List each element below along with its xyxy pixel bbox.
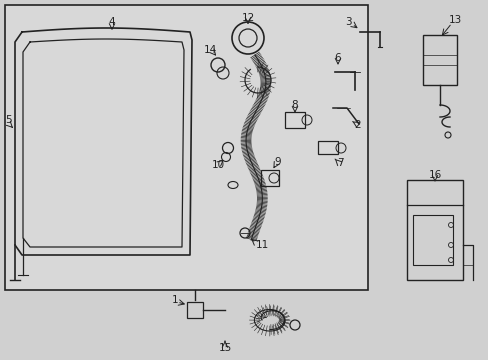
Text: 14: 14 (203, 45, 216, 55)
Text: 5: 5 (5, 115, 11, 125)
Bar (261, 170, 279, 186)
Text: 1: 1 (171, 295, 178, 305)
Bar (285, 112, 305, 128)
Bar (5, 5, 367, 290)
Text: 9: 9 (274, 157, 281, 167)
Text: 2: 2 (354, 120, 361, 130)
Text: 4: 4 (108, 17, 115, 27)
Bar (186, 302, 203, 318)
Text: 7: 7 (336, 158, 343, 168)
Text: 11: 11 (255, 240, 268, 250)
Text: 6: 6 (334, 53, 341, 63)
Text: 15: 15 (218, 343, 231, 353)
Text: 8: 8 (291, 100, 298, 110)
Text: 13: 13 (447, 15, 461, 25)
Text: 12: 12 (241, 13, 254, 23)
Text: 16: 16 (427, 170, 441, 180)
Bar (317, 141, 337, 154)
Bar (406, 180, 462, 280)
Bar (422, 35, 456, 85)
Text: 10: 10 (211, 160, 224, 170)
Text: 3: 3 (344, 17, 350, 27)
Bar (412, 215, 452, 265)
